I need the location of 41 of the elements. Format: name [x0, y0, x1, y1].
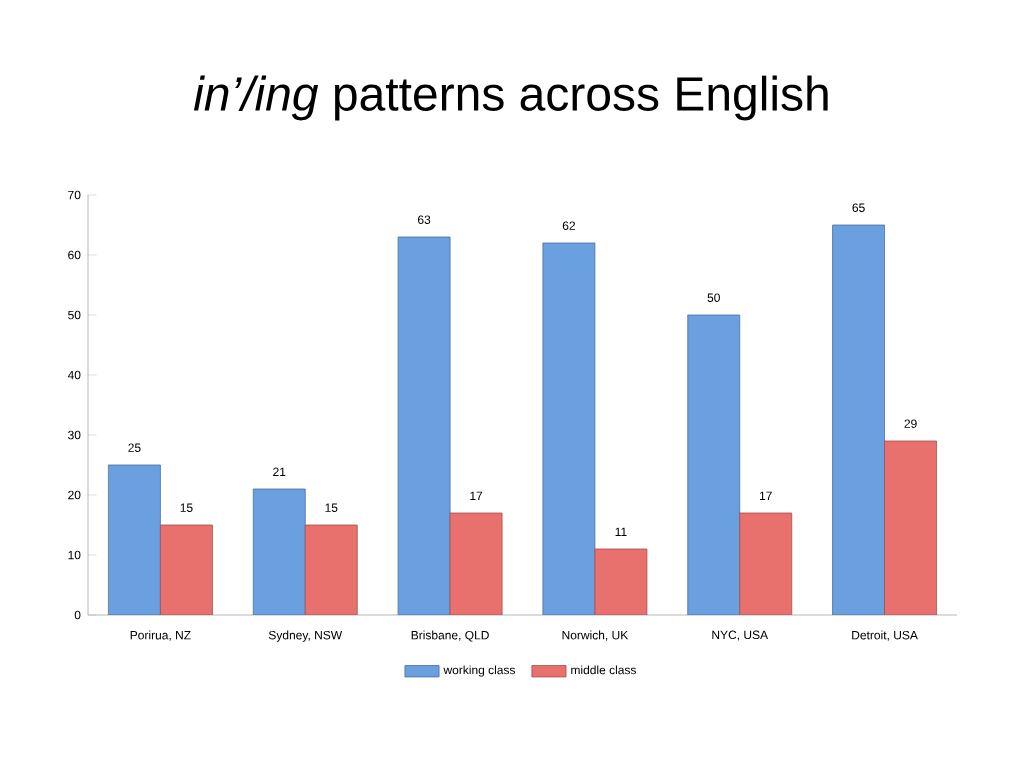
data-label: 25 [128, 443, 141, 452]
y-tick-label: 50 [68, 310, 81, 320]
data-label: 17 [759, 491, 772, 500]
bar [832, 224, 885, 615]
bar [449, 512, 503, 615]
data-label: 29 [904, 419, 917, 428]
bar [108, 464, 161, 615]
y-tick-label: 60 [68, 250, 81, 260]
bar [252, 488, 306, 615]
data-label: 15 [180, 503, 193, 512]
y-tick-label: 30 [68, 430, 81, 440]
data-label: 21 [273, 467, 286, 476]
data-label: 17 [470, 491, 483, 500]
x-tick-label: NYC, USA [712, 630, 769, 641]
bar [160, 524, 213, 615]
legend-label: working class [443, 665, 516, 677]
y-tick-label: 10 [68, 550, 81, 560]
bar [739, 512, 793, 615]
chart-title: in’/ing patterns across English [193, 75, 828, 121]
y-tick-label: 40 [67, 370, 81, 380]
data-label: 63 [418, 215, 431, 224]
y-tick-label: 70 [68, 190, 81, 200]
x-tick-label: Norwich, UK [562, 630, 629, 641]
x-tick-label: Brisbane, QLD [411, 630, 489, 642]
y-tick-label: 0 [74, 610, 81, 620]
data-label: 11 [615, 527, 627, 536]
legend-label: middle class [571, 665, 637, 675]
y-tick-label: 20 [68, 490, 81, 500]
data-label: 15 [325, 503, 338, 512]
bar [687, 314, 741, 615]
bar [397, 236, 451, 615]
x-tick-label: Porirua, NZ [130, 630, 191, 641]
x-tick-label: Sydney, NSW [268, 630, 343, 642]
data-label: 50 [707, 293, 720, 302]
bar [304, 524, 358, 615]
data-label: 62 [562, 221, 575, 230]
bar [884, 440, 937, 615]
bar [542, 242, 596, 615]
data-label: 65 [852, 203, 865, 212]
x-tick-label: Detroit, USA [852, 630, 918, 641]
bar [594, 548, 648, 615]
